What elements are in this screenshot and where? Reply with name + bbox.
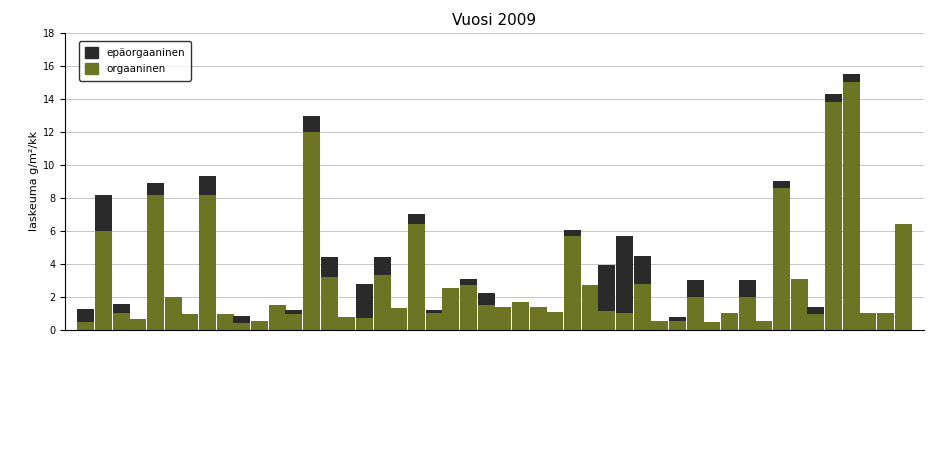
Bar [859, 313, 876, 330]
Bar [373, 275, 391, 330]
Bar [687, 280, 703, 297]
Bar [408, 224, 425, 330]
Bar [233, 324, 250, 330]
Bar [687, 297, 703, 330]
Bar [181, 314, 198, 330]
Bar [598, 265, 616, 311]
Bar [755, 322, 772, 330]
Bar [669, 322, 686, 330]
Bar [807, 307, 824, 314]
Bar [77, 309, 93, 322]
Bar [564, 230, 581, 236]
Y-axis label: laskeuma g/m²/kk: laskeuma g/m²/kk [29, 131, 39, 231]
Bar [460, 285, 477, 330]
Bar [233, 316, 250, 324]
Bar [478, 292, 495, 305]
Bar [634, 284, 651, 330]
Bar [617, 313, 634, 330]
Bar [564, 236, 581, 330]
Bar [146, 183, 164, 195]
Bar [251, 322, 269, 330]
Bar [165, 297, 182, 330]
Bar [843, 82, 860, 330]
Bar [739, 280, 756, 297]
Bar [669, 317, 686, 322]
Bar [877, 313, 894, 330]
Bar [77, 322, 93, 330]
Bar [598, 311, 616, 330]
Bar [285, 314, 302, 330]
Bar [425, 313, 443, 330]
Bar [408, 214, 425, 224]
Bar [217, 314, 234, 330]
Bar [355, 284, 372, 318]
Bar [773, 180, 790, 188]
Bar [703, 322, 719, 330]
Bar [95, 231, 112, 330]
Bar [739, 297, 756, 330]
Bar [199, 177, 216, 195]
Bar [129, 319, 146, 330]
Bar [373, 257, 391, 275]
Bar [390, 309, 407, 330]
Bar [321, 277, 339, 330]
Bar [355, 318, 372, 330]
Bar [650, 322, 668, 330]
Bar [634, 255, 651, 284]
Bar [270, 305, 286, 330]
Bar [460, 279, 477, 285]
Bar [425, 310, 443, 313]
Bar [321, 257, 339, 277]
Bar [146, 195, 164, 330]
Bar [582, 285, 599, 330]
Bar [791, 279, 808, 330]
Bar [113, 313, 130, 330]
Bar [720, 313, 738, 330]
Bar [512, 302, 529, 330]
Bar [807, 314, 824, 330]
Bar [896, 224, 912, 330]
Bar [617, 236, 634, 313]
Bar [199, 195, 216, 330]
Bar [442, 288, 459, 330]
Bar [530, 308, 547, 330]
Bar [285, 310, 302, 314]
Bar [825, 102, 842, 330]
Bar [338, 317, 355, 330]
Bar [494, 307, 511, 330]
Bar [303, 116, 320, 132]
Bar [95, 195, 112, 231]
Bar [303, 132, 320, 330]
Title: Vuosi 2009: Vuosi 2009 [453, 13, 536, 28]
Bar [843, 74, 860, 82]
Legend: epäorgaaninen, orgaaninen: epäorgaaninen, orgaaninen [79, 41, 191, 81]
Bar [113, 304, 130, 313]
Bar [825, 94, 842, 102]
Bar [773, 188, 790, 330]
Bar [546, 312, 564, 330]
Bar [478, 305, 495, 330]
